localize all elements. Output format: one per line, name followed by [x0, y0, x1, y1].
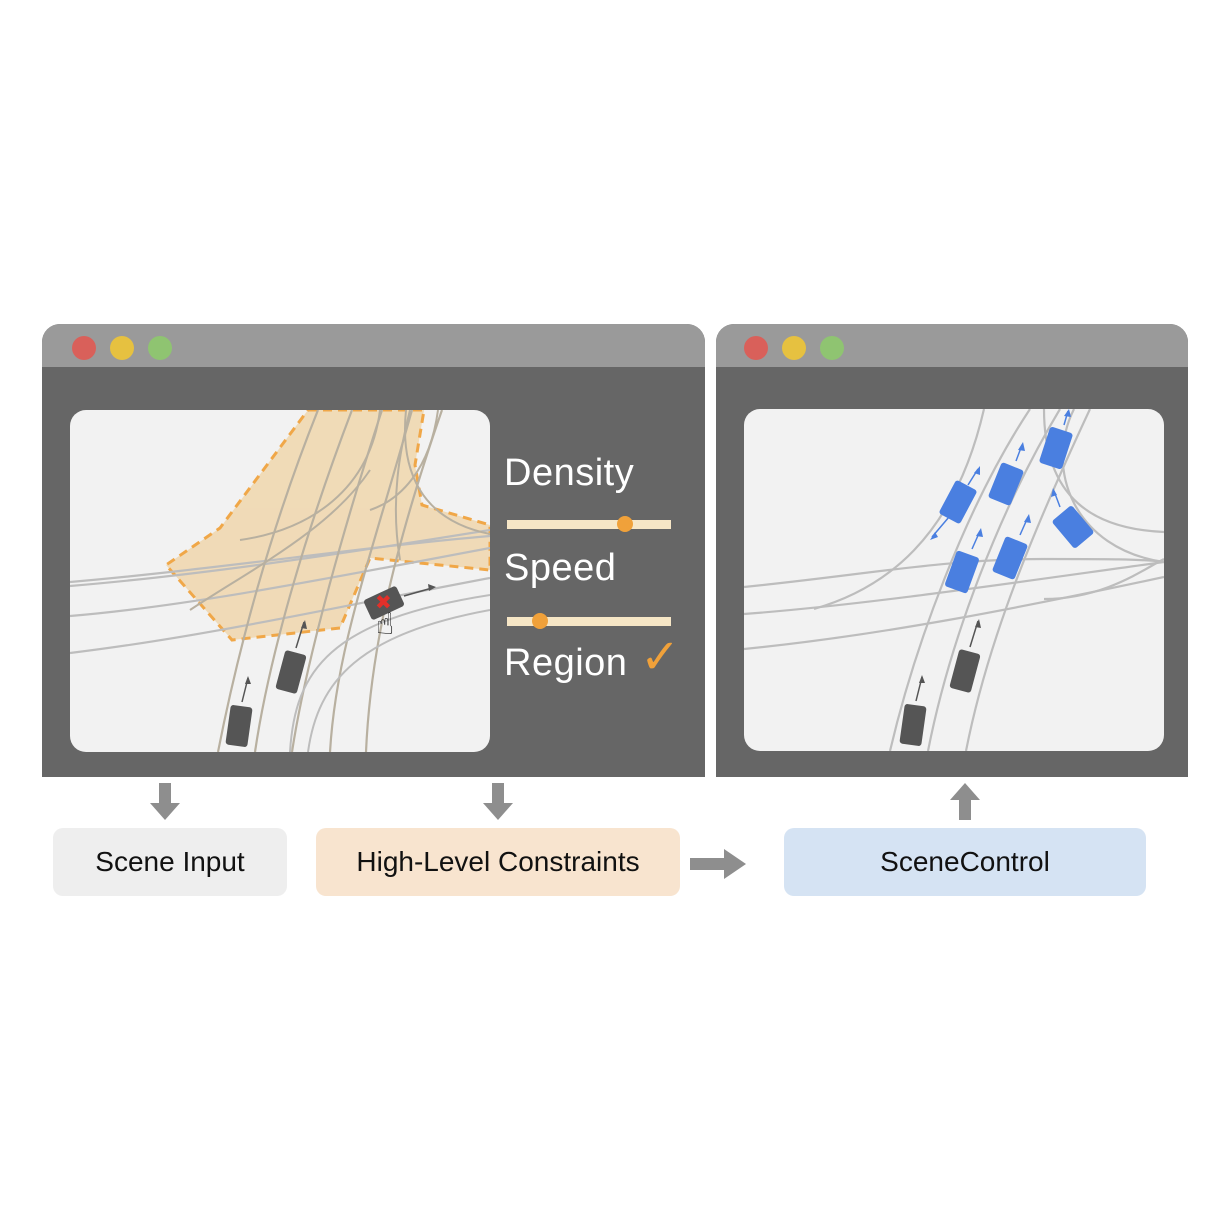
generated-vehicle-3: [930, 466, 980, 540]
constraints-box: High-Level Constraints: [316, 828, 680, 896]
minimize-dot-icon[interactable]: [110, 336, 134, 360]
down-arrow-icon: [483, 783, 513, 820]
x-mark-icon: ✖: [375, 592, 392, 614]
close-dot-icon[interactable]: [72, 336, 96, 360]
constraints-label: High-Level Constraints: [356, 846, 640, 877]
vehicle-a: [225, 676, 253, 747]
right-arrow-icon: [690, 849, 746, 879]
minimize-dot-icon[interactable]: [782, 336, 806, 360]
region-label: Region: [504, 642, 628, 684]
density-label: Density: [504, 452, 635, 494]
speed-label: Speed: [504, 547, 617, 589]
close-dot-icon[interactable]: [744, 336, 768, 360]
scene-input-box: Scene Input: [53, 828, 287, 896]
maximize-dot-icon[interactable]: [820, 336, 844, 360]
up-arrow-icon: [950, 783, 980, 820]
output-window-titlebar: [716, 324, 1188, 367]
vehicle-b: [949, 619, 981, 693]
output-window: [716, 324, 1188, 777]
constraint-region: [163, 410, 490, 642]
generated-vehicle-4: [988, 442, 1025, 506]
input-window: ✖ ☝ Density Speed Region ✓: [42, 324, 705, 777]
input-scene-map[interactable]: ✖ ☝: [70, 410, 490, 752]
scenecontrol-box: SceneControl: [784, 828, 1146, 896]
scenecontrol-label: SceneControl: [880, 846, 1050, 877]
density-slider-knob[interactable]: [617, 516, 634, 532]
vehicle-selected: [364, 584, 436, 620]
maximize-dot-icon[interactable]: [148, 336, 172, 360]
speed-slider-knob[interactable]: [531, 613, 548, 629]
down-arrow-icon: [150, 783, 180, 820]
generated-vehicle-2: [992, 514, 1031, 580]
generated-vehicle-6: [1051, 488, 1094, 548]
hand-pointer-icon: ☝: [376, 608, 395, 641]
vehicle-b: [275, 620, 307, 694]
generated-vehicle-5: [1039, 409, 1073, 469]
checkmark-icon[interactable]: ✓: [640, 631, 681, 684]
density-slider[interactable]: [507, 516, 671, 532]
generated-vehicle-1: [945, 528, 983, 594]
input-window-titlebar: [42, 324, 705, 367]
output-scene-map[interactable]: [744, 409, 1164, 751]
vehicle-a: [899, 675, 927, 746]
scene-input-label: Scene Input: [95, 846, 245, 877]
speed-slider[interactable]: [507, 613, 671, 629]
